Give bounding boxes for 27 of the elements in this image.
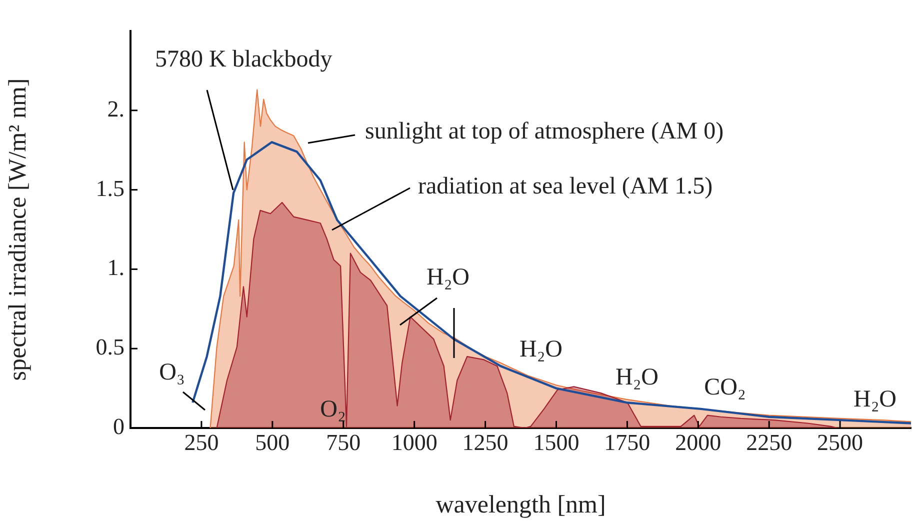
x-tick-label: 1500 (533, 430, 580, 455)
x-tick-label: 1000 (391, 430, 438, 455)
y-axis-title: spectral irradiance [W/m² nm] (4, 78, 32, 381)
annotation: H₂O (519, 336, 563, 362)
x-tick-label: 250 (184, 430, 219, 455)
x-tick-label: 2000 (675, 430, 722, 455)
x-tick-label: 1750 (604, 430, 650, 455)
x-tick-label: 2500 (817, 430, 864, 455)
x-tick-label: 750 (326, 430, 361, 455)
annotation: H₂O (426, 264, 470, 290)
text: radiation at sea level (AM 1.5) (418, 173, 713, 200)
annotation: H₂O (615, 364, 659, 390)
text: 5780 K blackbody (155, 46, 332, 72)
x-tick-label: 500 (255, 430, 290, 455)
annotation: CO₂ (704, 374, 746, 400)
text: sunlight at top of atmosphere (AM 0) (365, 118, 724, 144)
y-tick-label: 1.5 (96, 176, 124, 201)
x-axis-title: wavelength [nm] (436, 492, 606, 519)
x-tick-label: 2250 (746, 430, 792, 455)
annotation: O₃ (159, 359, 185, 386)
x-tick-label: 1250 (462, 430, 508, 455)
y-tick-label: 1. (107, 255, 124, 280)
y-tick-label: 0 (113, 414, 124, 440)
annotation: O₂ (320, 396, 346, 422)
y-tick-label: 2. (107, 96, 124, 122)
annotation: H₂O (853, 386, 897, 412)
y-tick-label: 0.5 (96, 334, 124, 360)
